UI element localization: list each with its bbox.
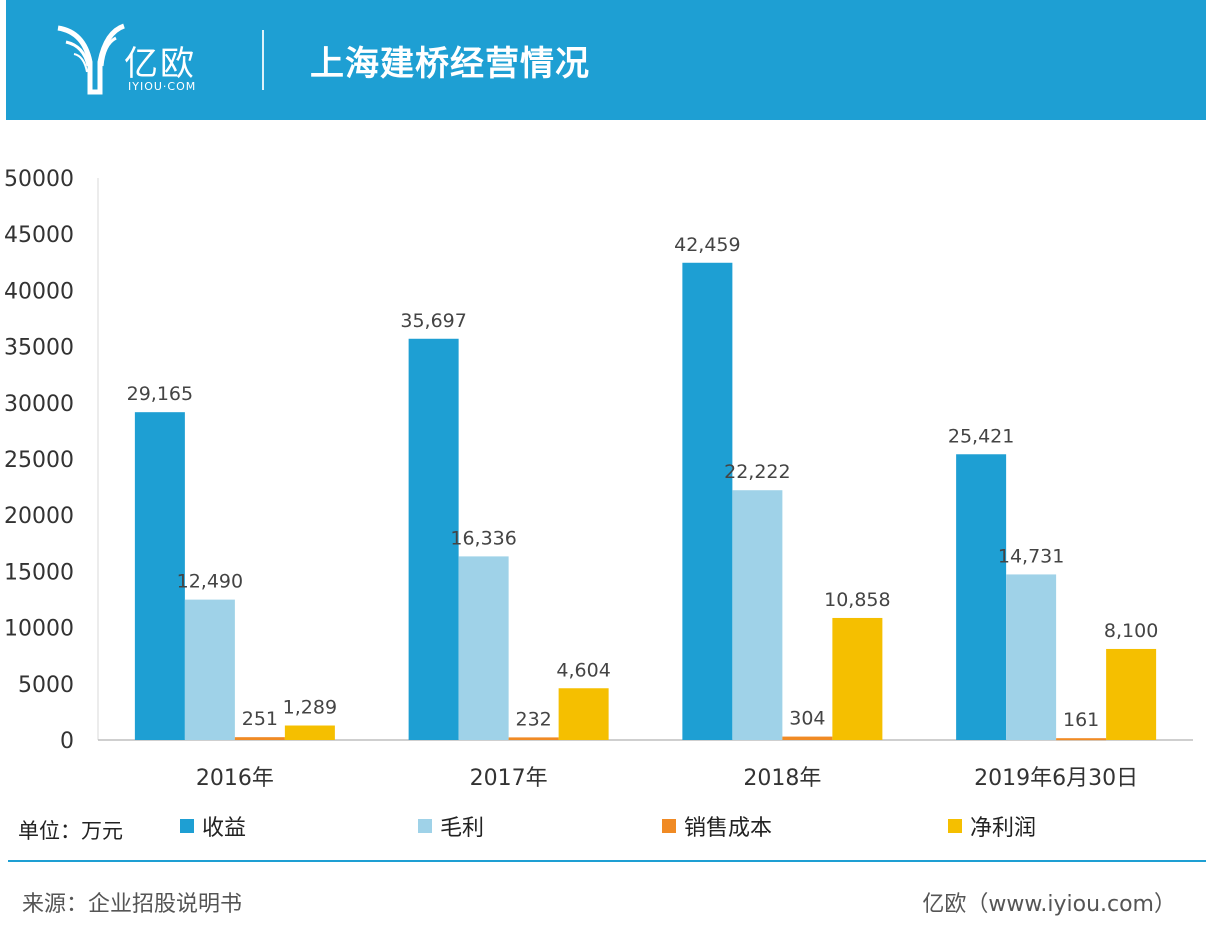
legend-swatch-gross-profit xyxy=(418,819,432,833)
y-tick-label: 5000 xyxy=(18,673,74,698)
y-tick-label: 20000 xyxy=(4,504,74,529)
bar xyxy=(1006,574,1057,740)
data-label: 232 xyxy=(515,708,551,730)
data-label: 25,421 xyxy=(948,425,1014,447)
legend-item-gross-profit: 毛利 xyxy=(418,812,485,841)
data-label: 29,165 xyxy=(127,383,193,405)
bar xyxy=(832,617,883,740)
source-note: 来源：企业招股说明书 xyxy=(22,892,243,917)
y-tick-label: 50000 xyxy=(4,167,74,192)
bar xyxy=(184,599,235,740)
y-tick-label: 15000 xyxy=(4,560,74,585)
iyiou-logo-icon xyxy=(57,23,125,95)
data-label: 1,289 xyxy=(283,697,337,719)
legend-label-net-profit: 净利润 xyxy=(970,816,1037,841)
legend-item-revenue: 收益 xyxy=(180,812,247,841)
y-tick-label: 30000 xyxy=(4,392,74,417)
y-tick-label: 0 xyxy=(60,729,74,754)
data-label: 42,459 xyxy=(674,234,740,256)
data-label: 8,100 xyxy=(1104,620,1158,642)
legend-label-revenue: 收益 xyxy=(202,816,247,841)
bar xyxy=(1056,738,1107,741)
logo-subtext: IYIOU·COM xyxy=(128,80,197,93)
legend-swatch-revenue xyxy=(180,819,194,833)
legend-item-net-profit: 净利润 xyxy=(948,812,1037,841)
unit-label: 单位：万元 xyxy=(18,819,123,843)
legend-swatch-selling-cost xyxy=(662,819,676,833)
x-tick-label: 2019年6月30日 xyxy=(974,766,1138,791)
bar xyxy=(732,490,783,740)
bar xyxy=(782,736,833,740)
legend-label-gross-profit: 毛利 xyxy=(440,816,485,841)
y-tick-label: 45000 xyxy=(4,223,74,248)
x-tick-label: 2018年 xyxy=(743,766,821,791)
bar xyxy=(284,725,335,740)
header-divider xyxy=(262,30,264,90)
data-label: 14,731 xyxy=(998,545,1064,567)
site-credit: 亿欧（www.iyiou.com） xyxy=(922,892,1176,917)
data-label: 35,697 xyxy=(400,310,466,332)
data-label: 22,222 xyxy=(724,461,790,483)
legend-label-selling-cost: 销售成本 xyxy=(684,816,773,841)
legend-item-selling-cost: 销售成本 xyxy=(662,812,773,841)
y-tick-label: 10000 xyxy=(4,617,74,642)
bar xyxy=(956,454,1007,740)
bar xyxy=(458,556,509,740)
bar xyxy=(508,737,559,740)
logo-wordmark: 亿欧 xyxy=(124,44,196,84)
y-tick-label: 25000 xyxy=(4,448,74,473)
legend-swatch-net-profit xyxy=(948,819,962,833)
bar xyxy=(234,737,285,740)
bar xyxy=(408,338,459,740)
bar xyxy=(134,412,185,740)
data-label: 161 xyxy=(1063,709,1099,731)
data-label: 16,336 xyxy=(450,527,516,549)
x-tick-label: 2017年 xyxy=(470,766,548,791)
y-tick-label: 35000 xyxy=(4,336,74,361)
footer-divider xyxy=(8,860,1206,862)
x-tick-label: 2016年 xyxy=(196,766,274,791)
data-label: 12,490 xyxy=(177,571,243,593)
bar xyxy=(558,688,609,740)
y-tick-label: 40000 xyxy=(4,279,74,304)
data-label: 304 xyxy=(789,708,825,730)
header-bar: 亿欧 IYIOU·COM 上海建桥经营情况 xyxy=(6,0,1206,120)
page-title: 上海建桥经营情况 xyxy=(310,44,590,84)
bar xyxy=(1106,648,1157,740)
data-label: 4,604 xyxy=(556,659,610,681)
bar xyxy=(682,262,733,740)
data-label: 251 xyxy=(242,708,278,730)
data-label: 10,858 xyxy=(824,589,890,611)
bar-chart: 0 5000 10000 15000 20000 25000 30000 35000 40000… xyxy=(4,167,1193,791)
